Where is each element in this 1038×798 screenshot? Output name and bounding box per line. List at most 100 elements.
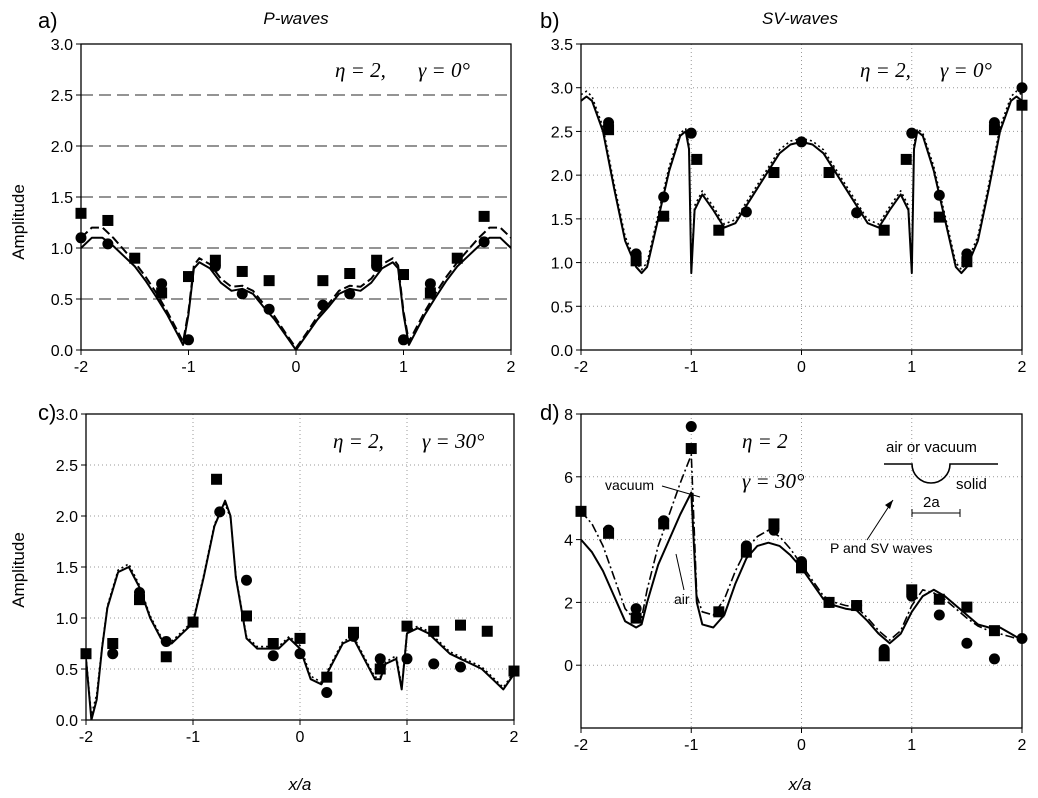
x-tick-label: -2 — [79, 729, 93, 746]
x-tick-label: 1 — [399, 359, 408, 376]
eta-annotation: η = 2, — [333, 429, 384, 453]
data-point-square — [317, 275, 329, 287]
x-tick-label: 1 — [403, 729, 412, 746]
data-point-square — [740, 546, 752, 558]
y-tick-label: 1.5 — [551, 212, 573, 229]
y-tick-label: 2.0 — [551, 168, 573, 185]
y-tick-label: 1.5 — [56, 560, 78, 577]
x-tick-label: 2 — [507, 359, 516, 376]
vacuum-leader — [661, 485, 701, 498]
data-point-square — [374, 663, 386, 675]
series-line-solid — [81, 236, 511, 350]
y-tick-label: 1.0 — [51, 241, 73, 258]
x-tick-label: -2 — [574, 737, 588, 754]
y-axis-title-top: Amplitude — [9, 184, 28, 260]
data-point-square — [713, 606, 725, 618]
data-point-square — [658, 210, 670, 222]
eta-annotation: η = 2 — [742, 429, 788, 453]
data-point-square — [75, 207, 87, 219]
inset-solid-label: solid — [956, 476, 987, 493]
data-point-square — [481, 625, 493, 637]
data-point-circle — [933, 609, 945, 621]
y-tick-label: 0.0 — [551, 343, 573, 360]
data-point-square — [344, 268, 356, 279]
data-point-circle — [685, 421, 697, 433]
data-point-square — [455, 619, 466, 631]
x-tick-label: 1 — [907, 737, 916, 754]
data-point-square — [851, 600, 863, 612]
data-point-square — [685, 443, 697, 455]
data-point-square — [129, 252, 141, 264]
data-point-square — [267, 638, 279, 649]
x-tick-label: 2 — [510, 729, 519, 746]
data-point-circle — [1016, 82, 1028, 94]
panel-c-p-waves-30deg: 0.0 0.5 1.0 1.5 2.0 2.5 3.0 -2 -1 0 1 2 c) η = 2, γ = … — [38, 400, 520, 746]
data-point-circle — [398, 334, 409, 346]
x-tick-label: 0 — [292, 359, 301, 376]
x-tick-label: 2 — [1018, 737, 1027, 754]
data-point-circle — [214, 506, 226, 518]
data-point-circle — [796, 136, 807, 148]
data-point-square — [478, 210, 490, 222]
y-tick-label: 1.0 — [56, 611, 78, 628]
data-point-square — [321, 671, 333, 683]
data-point-circle — [294, 648, 306, 660]
y-tick-label: 1.5 — [51, 190, 73, 207]
data-point-circle — [933, 189, 945, 201]
inset-wave-arrowhead — [885, 500, 893, 509]
y-tick-label: 4 — [564, 533, 573, 550]
inset-surface-line — [884, 463, 998, 484]
gamma-annotation: γ = 0° — [940, 58, 992, 82]
data-point-square — [183, 271, 194, 283]
data-point-square — [80, 648, 92, 660]
series-line-dotted — [86, 502, 514, 716]
x-tick-label: -2 — [74, 359, 88, 376]
data-point-square — [691, 153, 703, 165]
x-axis-title-left: x/a — [288, 775, 312, 794]
data-point-circle — [478, 236, 490, 248]
y-tick-label: 3.5 — [551, 37, 573, 54]
x-axis-title-right: x/a — [788, 775, 812, 794]
data-point-circle — [961, 637, 973, 649]
y-tick-label: 2.5 — [51, 88, 73, 105]
data-point-circle — [401, 653, 413, 665]
data-point-square — [398, 269, 409, 281]
data-point-square — [134, 594, 145, 606]
data-point-square — [156, 287, 168, 299]
x-tick-label: 0 — [296, 729, 305, 746]
x-tick-label: -1 — [181, 359, 195, 376]
inset-waves-label: P and SV waves — [830, 540, 932, 556]
data-point-circle — [740, 206, 752, 218]
panel-label: a) — [38, 8, 58, 33]
data-point-square — [658, 518, 670, 530]
vacuum-label: vacuum — [605, 477, 654, 493]
data-point-square — [713, 224, 725, 236]
panel-title: P-waves — [263, 9, 329, 28]
x-tick-label: 0 — [797, 359, 806, 376]
data-point-circle — [374, 653, 386, 665]
data-point-square — [933, 593, 945, 605]
data-point-square — [211, 473, 223, 485]
y-tick-label: 0.0 — [51, 343, 73, 360]
data-point-square — [603, 124, 615, 136]
eta-annotation: η = 2, — [860, 58, 911, 82]
y-tick-label: 2.5 — [551, 124, 573, 141]
data-point-circle — [455, 661, 466, 673]
data-point-circle — [851, 207, 863, 219]
data-point-circle — [1016, 633, 1028, 645]
x-tick-label: 0 — [797, 737, 806, 754]
data-point-square — [961, 256, 973, 268]
y-tick-label: 2.5 — [56, 458, 78, 475]
y-tick-label: 0.5 — [551, 299, 573, 316]
data-point-square — [107, 638, 119, 649]
x-tick-label: 1 — [907, 359, 916, 376]
gamma-annotation: γ = 30° — [742, 469, 805, 493]
data-point-square — [823, 167, 835, 179]
data-point-circle — [630, 603, 642, 615]
y-axis-title-bottom: Amplitude — [9, 532, 28, 608]
data-point-square — [906, 584, 918, 596]
x-tick-label: -1 — [684, 737, 698, 754]
panel-d-air-vacuum: 0 2 4 6 8 -2 -1 0 1 2 d) η = 2 γ = 30° vacuum air — [540, 400, 1028, 754]
data-point-square — [988, 124, 1000, 136]
air-leader — [675, 553, 685, 591]
